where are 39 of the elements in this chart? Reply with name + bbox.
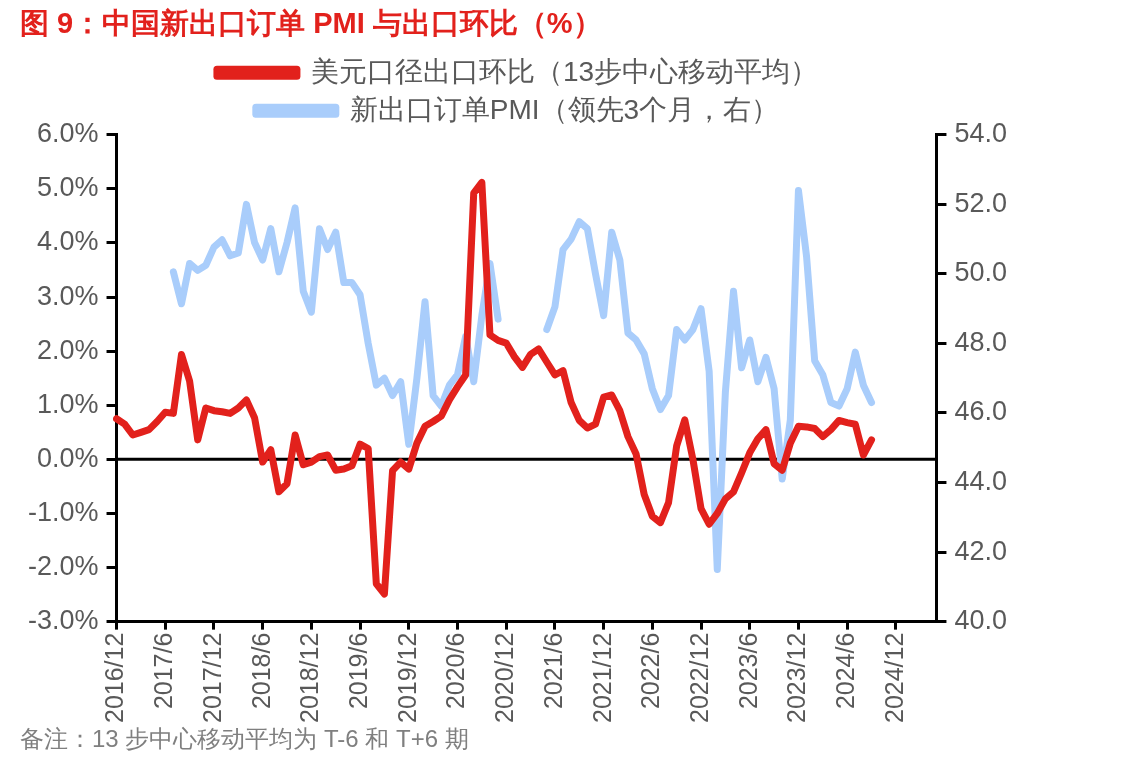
x-tick-label: 2019/6 — [343, 632, 372, 710]
y-tick-label: 6.0% — [36, 118, 99, 149]
x-tick-label: 2021/12 — [587, 632, 616, 724]
y-tick-label: 5.0% — [36, 172, 99, 203]
y2-tick-label: 48.0 — [954, 326, 1008, 357]
x-tick-label: 2022/6 — [636, 632, 665, 710]
y2-tick-label: 42.0 — [954, 535, 1008, 566]
x-tick-label: 2024/12 — [879, 632, 908, 724]
x-tick-label: 2018/6 — [246, 632, 275, 710]
y2-tick-label: 54.0 — [954, 118, 1008, 149]
y2-tick-label: 46.0 — [954, 396, 1008, 427]
y-tick-label: 2.0% — [36, 334, 99, 365]
x-tick-label: 2017/6 — [149, 632, 178, 710]
y-tick-label: -2.0% — [27, 550, 99, 581]
legend-label: 新出口订单PMI（领先3个月，右） — [349, 93, 780, 125]
y-tick-label: -1.0% — [27, 496, 99, 527]
y2-tick-label: 52.0 — [954, 187, 1008, 218]
x-tick-label: 2017/12 — [197, 632, 226, 724]
x-tick-label: 2020/6 — [441, 632, 470, 710]
y-tick-label: -3.0% — [27, 605, 99, 636]
y-tick-label: 0.0% — [36, 442, 99, 473]
y-tick-label: 4.0% — [36, 226, 99, 257]
y-tick-label: 3.0% — [36, 280, 99, 311]
x-tick-label: 2023/6 — [733, 632, 762, 710]
text: 备注：13 步中心移动平均为 T-6 和 T+6 期 — [20, 724, 469, 752]
y2-tick-label: 40.0 — [954, 605, 1008, 636]
x-tick-label: 2021/6 — [538, 632, 567, 710]
x-tick-label: 2018/12 — [295, 632, 324, 724]
legend-label: 美元口径出口环比（13步中心移动平均） — [310, 55, 819, 87]
x-tick-label: 2023/12 — [782, 632, 811, 724]
x-tick-label: 2016/12 — [100, 632, 129, 724]
y2-tick-label: 44.0 — [954, 465, 1008, 496]
y2-tick-label: 50.0 — [954, 257, 1008, 288]
x-tick-label: 2020/12 — [490, 632, 519, 724]
chart-title: 图 9：中国新出口订单 PMI 与出口环比（%） — [20, 7, 602, 40]
x-tick-label: 2024/6 — [831, 632, 860, 710]
x-tick-label: 2019/12 — [392, 632, 421, 724]
y-tick-label: 1.0% — [36, 388, 99, 419]
x-tick-label: 2022/12 — [684, 632, 713, 724]
